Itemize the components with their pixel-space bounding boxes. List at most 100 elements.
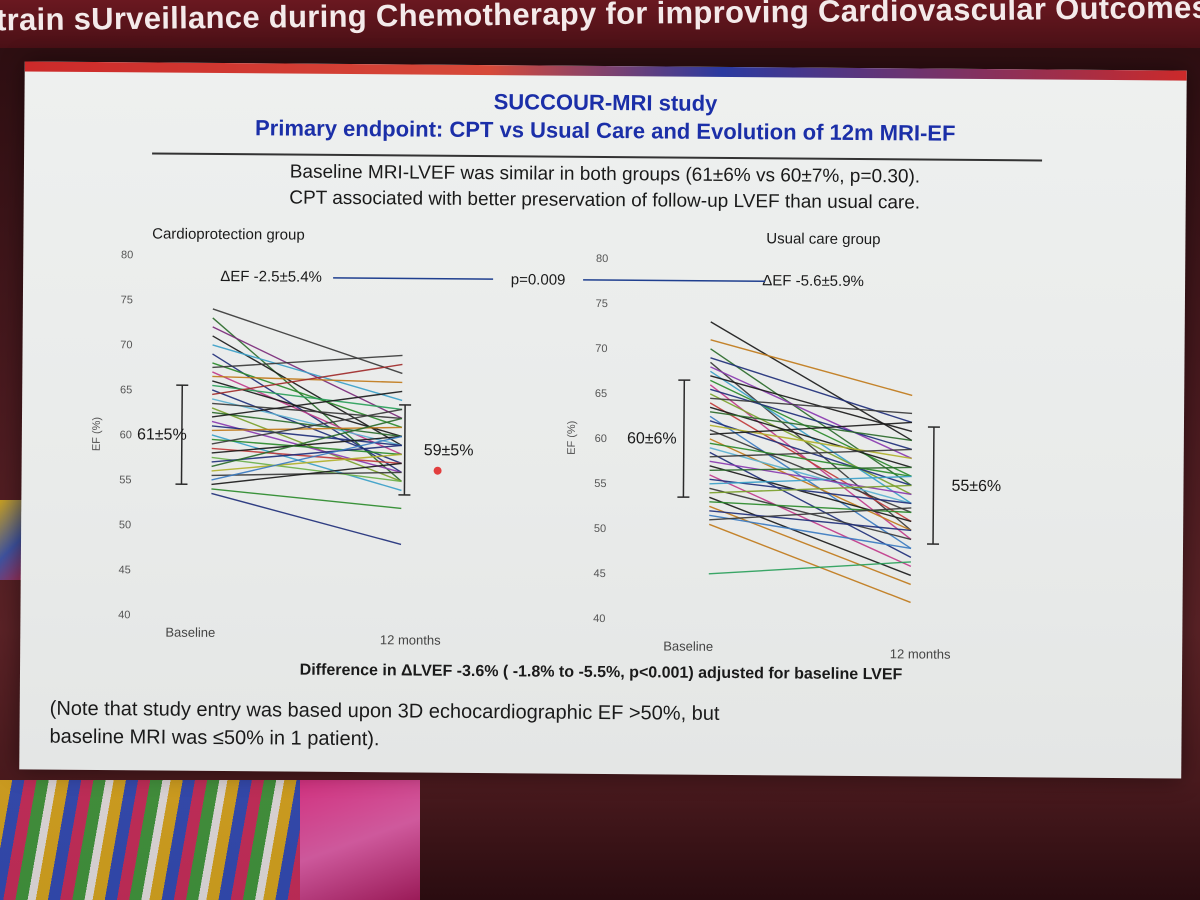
patient-line	[709, 484, 912, 494]
y-tick-label: 65	[595, 388, 607, 400]
ef-charts: Cardioprotection group 80 75 70 65 60 55 50 45 40…	[91, 225, 1002, 661]
patient-line	[211, 425, 402, 447]
baseline-summary-label: 60±6%	[627, 430, 677, 447]
patient-line	[708, 523, 911, 604]
patient-line	[709, 421, 913, 436]
followup-summary-label: 55±6%	[951, 478, 1001, 495]
y-tick-label: 75	[596, 298, 608, 310]
patient-line	[709, 465, 912, 523]
patient-line	[710, 357, 913, 424]
y-tick-label: 45	[593, 568, 605, 580]
followup-summary-label: 59±5%	[424, 442, 474, 459]
patient-line	[211, 453, 402, 472]
y-tick-label: 80	[596, 253, 608, 265]
patient-line	[709, 496, 912, 577]
x-category-baseline: Baseline	[663, 638, 713, 653]
y-tick-label: 65	[120, 384, 132, 396]
patient-line	[211, 456, 402, 483]
x-category-baseline: Baseline	[165, 625, 215, 640]
patient-line	[212, 308, 403, 375]
patient-line	[212, 380, 403, 438]
stage-decoration-magenta	[300, 780, 420, 900]
projected-slide: SUCCOUR-MRI study Primary endpoint: CPT …	[19, 61, 1187, 779]
patient-line	[709, 501, 912, 514]
patient-line	[211, 435, 402, 454]
y-tick-label: 60	[120, 429, 132, 441]
patient-line	[212, 402, 403, 420]
patient-line	[212, 317, 402, 482]
patient-line	[212, 371, 403, 456]
patient-line	[709, 406, 912, 469]
patient-line	[211, 390, 403, 418]
patient-line	[211, 488, 402, 510]
patient-line	[709, 415, 912, 550]
comparison-line-left	[333, 277, 494, 280]
panel-title-0: Cardioprotection group	[152, 225, 305, 243]
banner-text: train sUrveillance during Chemotherapy f…	[0, 0, 1200, 38]
patient-line	[710, 388, 912, 451]
patient-line	[709, 438, 912, 532]
y-axis-label: EF (%)	[566, 421, 578, 455]
y-tick-label: 60	[595, 433, 607, 445]
delta-ef-label: ΔEF -2.5±5.4%	[220, 268, 322, 286]
y-tick-label: 55	[119, 474, 131, 486]
comparison-line-right	[583, 279, 766, 283]
patient-line	[710, 339, 913, 397]
patient-line	[709, 507, 912, 521]
baseline-bracket-bar	[180, 385, 184, 485]
patient-line	[211, 417, 403, 468]
patient-line	[211, 447, 402, 465]
followup-bracket-bar	[403, 404, 406, 495]
x-category-12-months: 12 months	[380, 632, 441, 647]
stage-decoration-stripes	[0, 780, 300, 900]
p-value-label: p=0.009	[511, 271, 566, 288]
y-tick-label: 45	[119, 564, 131, 576]
patient-line	[211, 398, 402, 447]
patient-line	[709, 424, 912, 460]
delta-ef-label: ΔEF -5.6±5.9%	[762, 272, 864, 290]
patient-line	[709, 447, 912, 505]
panel-title-1: Usual care group	[766, 230, 880, 248]
baseline-summary-label: 61±5%	[137, 426, 187, 443]
patient-line	[709, 466, 912, 472]
patient-line	[212, 344, 403, 402]
y-tick-label: 50	[119, 519, 131, 531]
patient-line	[709, 505, 911, 586]
y-tick-label: 40	[118, 609, 130, 621]
y-tick-label: 70	[595, 343, 607, 355]
x-category-12-months: 12 months	[890, 646, 951, 661]
patient-line	[710, 397, 913, 415]
y-tick-label: 40	[593, 613, 605, 625]
patient-line	[709, 411, 912, 442]
followup-bracket-bar	[932, 427, 935, 545]
patient-line	[211, 492, 402, 546]
patient-line	[211, 426, 402, 432]
patient-line	[710, 366, 912, 460]
patient-line	[709, 478, 912, 505]
patient-line	[709, 429, 912, 514]
y-tick-label: 70	[120, 339, 132, 351]
note-line-2: baseline MRI was ≤50% in 1 patient).	[49, 725, 380, 751]
patient-line	[709, 460, 912, 496]
patient-line	[710, 375, 913, 433]
y-tick-label: 80	[121, 249, 133, 261]
patient-line	[211, 435, 403, 481]
patient-line	[211, 411, 402, 438]
patient-line	[212, 354, 403, 369]
patient-line	[709, 475, 912, 485]
patient-line	[211, 438, 402, 456]
top-banner: train sUrveillance during Chemotherapy f…	[0, 0, 1200, 48]
patient-line	[709, 514, 912, 550]
patient-line	[709, 402, 912, 523]
patient-line	[709, 510, 912, 532]
y-tick-label: 75	[121, 294, 133, 306]
patient-line	[211, 408, 403, 445]
patient-line	[212, 362, 403, 429]
baseline-bracket-bar	[682, 380, 686, 498]
patient-line	[710, 321, 913, 442]
y-tick-label: 50	[594, 523, 606, 535]
laser-pointer-dot	[433, 466, 442, 475]
patient-line	[211, 444, 402, 463]
patient-line	[709, 442, 912, 478]
patient-line	[212, 363, 403, 396]
